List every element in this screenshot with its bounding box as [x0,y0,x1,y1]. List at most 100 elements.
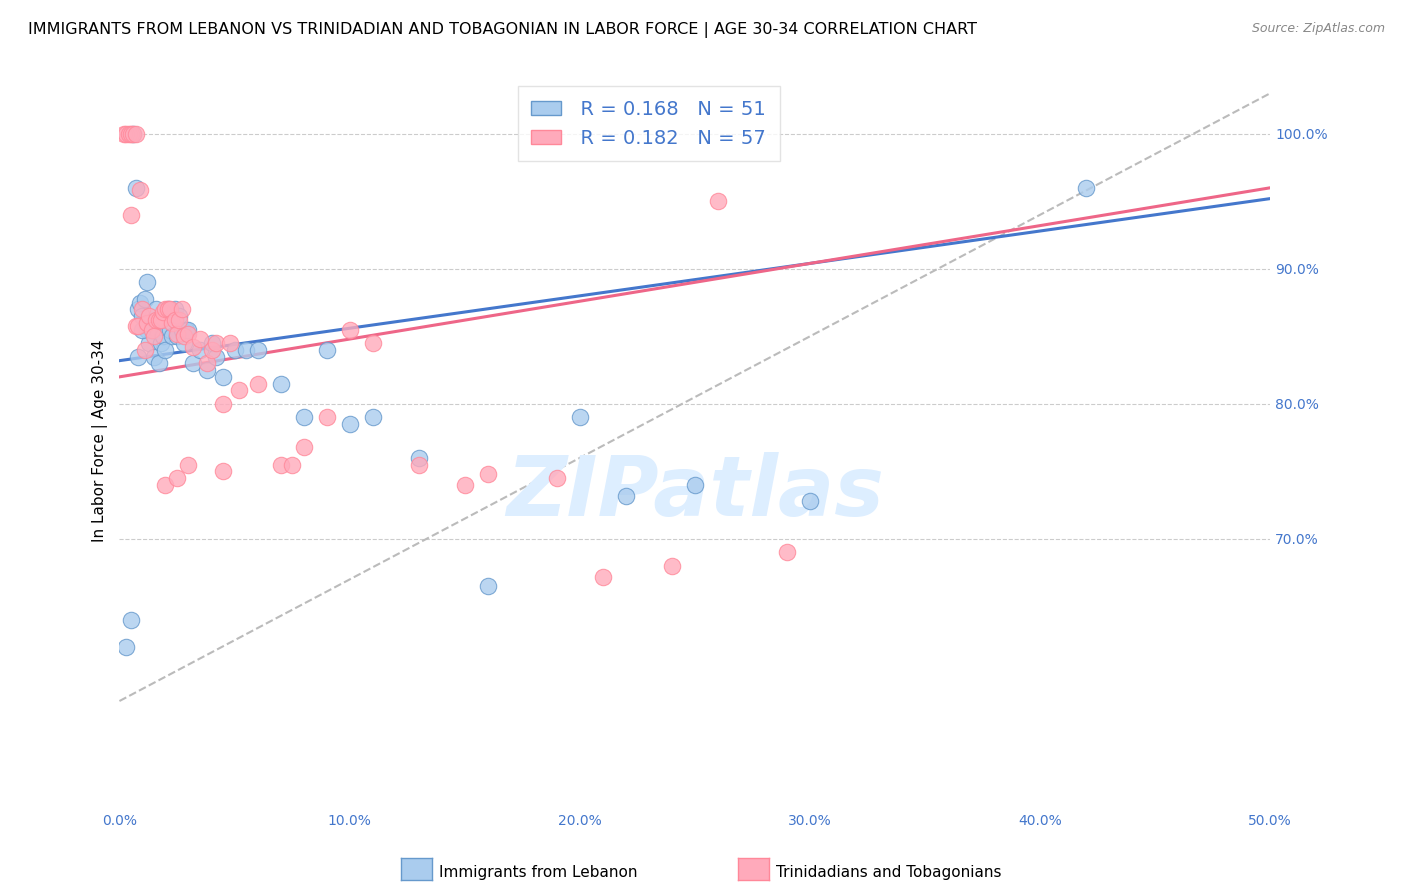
Point [707,194,730,209]
Point [776,545,799,559]
Point [115,127,138,141]
Point [156,302,179,317]
Point [129,295,152,310]
Point [120,127,142,141]
Point [138,309,160,323]
Point [181,340,204,354]
Point [212,397,235,411]
Point [120,208,142,222]
Point [145,313,167,327]
Point [224,343,246,357]
Point [124,318,146,333]
Point [453,478,475,492]
Point [134,292,156,306]
Point [408,458,430,472]
Point [177,323,200,337]
Point [170,302,193,317]
Point [159,302,181,317]
Y-axis label: In Labor Force | Age 30-34: In Labor Force | Age 30-34 [93,340,108,542]
Point [127,350,149,364]
Point [315,343,337,357]
Point [169,313,191,327]
Point [568,410,591,425]
Point [124,181,146,195]
Point [131,302,153,317]
Point [270,458,292,472]
Point [141,323,163,337]
Point [166,329,188,343]
Point [162,316,184,330]
Point [127,318,149,333]
Point [477,467,499,482]
Point [546,471,568,485]
Point [136,316,159,330]
Point [163,313,186,327]
Point [122,127,145,141]
Point [661,558,683,573]
Point [281,458,304,472]
Point [315,410,337,425]
Point [124,127,146,141]
Point [166,471,188,485]
Point [195,363,218,377]
Point [195,356,218,370]
Point [361,410,384,425]
Point [127,302,149,317]
Point [138,336,160,351]
Point [120,613,142,627]
Point [683,478,706,492]
Point [188,343,211,357]
Point [115,640,138,654]
Point [136,276,159,290]
Point [152,305,174,319]
Text: IMMIGRANTS FROM LEBANON VS TRINIDADIAN AND TOBAGONIAN IN LABOR FORCE | AGE 30-34: IMMIGRANTS FROM LEBANON VS TRINIDADIAN A… [28,22,977,38]
Text: Immigrants from Lebanon: Immigrants from Lebanon [439,865,637,880]
Point [155,478,177,492]
Point [143,329,166,343]
Point [141,323,163,337]
Point [131,309,153,323]
Point [134,343,156,357]
Point [143,350,166,364]
Point [188,332,211,346]
Point [162,329,184,343]
Text: Trinidadians and Tobagonians: Trinidadians and Tobagonians [776,865,1001,880]
Point [200,343,222,357]
Point [148,356,170,370]
Point [592,570,614,584]
Point [614,489,637,503]
Point [149,313,172,327]
Point [212,370,235,384]
Point [228,384,250,398]
Point [152,329,174,343]
Point [170,323,193,337]
Point [159,323,181,337]
Point [339,417,361,432]
Point [292,440,315,454]
Point [200,336,222,351]
Point [477,579,499,593]
Point [155,302,177,317]
Point [174,323,197,337]
Point [205,350,228,364]
Point [156,302,179,317]
Point [177,326,200,341]
Point [131,323,153,337]
Point [270,376,292,391]
Point [181,356,204,370]
Point [361,336,384,351]
Point [246,376,269,391]
Point [163,302,186,317]
Point [212,464,235,478]
Point [155,343,177,357]
Point [173,336,195,351]
Point [339,323,361,337]
Point [246,343,269,357]
Point [1074,181,1097,195]
Point [145,302,167,317]
Point [166,326,188,341]
Point [149,336,172,351]
Point [169,309,191,323]
Point [177,458,200,472]
Point [205,336,228,351]
